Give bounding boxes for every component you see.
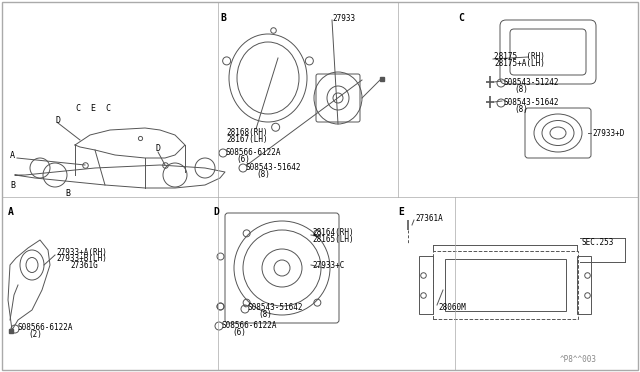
Text: 27361A: 27361A [415,214,443,222]
Text: B: B [65,189,70,198]
Text: 28165(LH): 28165(LH) [312,234,354,244]
Text: S08543-51642: S08543-51642 [246,163,301,171]
Text: 27361G: 27361G [70,262,98,270]
Text: D: D [213,207,219,217]
Text: SEC.253: SEC.253 [582,237,614,247]
Text: B: B [220,13,226,23]
Text: (8): (8) [256,170,270,179]
Text: S08566-6122A: S08566-6122A [226,148,282,157]
Text: (6): (6) [232,327,246,337]
Text: D: D [55,115,60,125]
Text: S08566-6122A: S08566-6122A [18,324,74,333]
Text: 27933+A(RH): 27933+A(RH) [56,247,107,257]
Text: 27933: 27933 [332,13,355,22]
Text: 28168(RH): 28168(RH) [226,128,268,137]
Text: (6): (6) [236,154,250,164]
Text: (8): (8) [258,311,272,320]
Text: 28167(LH): 28167(LH) [226,135,268,144]
Bar [433,251,578,319]
Text: E: E [398,207,404,217]
Text: (8): (8) [514,84,528,93]
Text: S08543-51242: S08543-51242 [504,77,559,87]
Text: C: C [75,103,80,112]
Text: 28060M: 28060M [438,304,466,312]
Bar [419,256,433,314]
Text: S08543-51642: S08543-51642 [504,97,559,106]
Text: S08543-51642: S08543-51642 [248,304,303,312]
Text: ^P8^^003: ^P8^^003 [560,356,597,365]
Text: S08566-6122A: S08566-6122A [222,321,278,330]
Text: C: C [458,13,464,23]
Text: 27933+B(LH): 27933+B(LH) [56,254,107,263]
Bar [577,256,591,314]
Text: 28175+A(LH): 28175+A(LH) [494,58,545,67]
Text: E: E [90,103,95,112]
Text: A: A [10,151,15,160]
Bar [445,259,566,311]
Text: 27933+C: 27933+C [312,260,344,269]
Text: C: C [105,103,110,112]
Text: (2): (2) [28,330,42,340]
Text: (8): (8) [514,105,528,113]
Text: 27933+D: 27933+D [592,128,625,138]
Text: B: B [10,180,15,189]
Text: 28175  (RH): 28175 (RH) [494,51,545,61]
Text: 28164(RH): 28164(RH) [312,228,354,237]
Text: D: D [155,144,160,153]
Text: A: A [8,207,14,217]
